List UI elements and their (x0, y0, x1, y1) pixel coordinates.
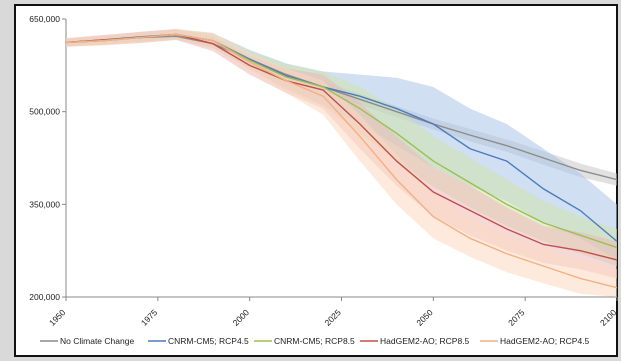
legend-label: CNRM-CM5; RCP4.5 (168, 336, 249, 346)
x-tick-label: 2025 (322, 307, 343, 328)
legend-label: CNRM-CM5; RCP8.5 (274, 336, 355, 346)
x-tick-label: 2000 (231, 307, 252, 328)
legend-label: HadGEM2-AO; RCP4.5 (500, 336, 590, 346)
x-tick-label: 1950 (47, 307, 68, 328)
series-line (65, 33, 618, 289)
x-tick-label: 2075 (506, 307, 527, 328)
y-tick-label: 500,000 (29, 107, 60, 117)
x-tick-label: 2100 (598, 307, 619, 328)
y-tick-label: 350,000 (29, 199, 60, 209)
series-line (65, 35, 618, 181)
legend-label: No Climate Change (60, 336, 134, 346)
legend-label: HadGEM2-AO; RCP8.5 (380, 336, 470, 346)
y-tick-label: 650,000 (29, 14, 60, 24)
y-tick-label: 200,000 (29, 292, 60, 302)
x-tick-label: 1975 (139, 307, 160, 328)
series-band (66, 28, 617, 279)
series-band (66, 29, 617, 260)
x-tick-label: 2050 (414, 307, 435, 328)
series-band (66, 28, 617, 297)
